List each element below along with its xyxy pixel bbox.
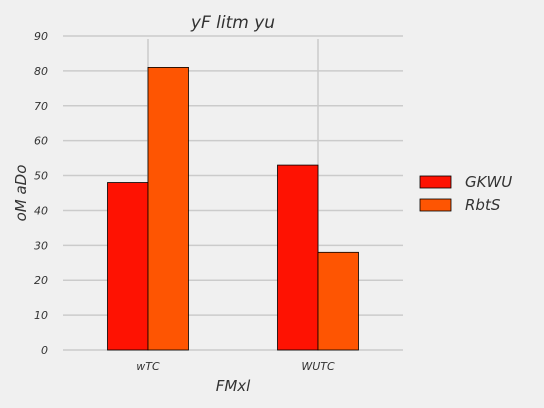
legend-label: GKWU xyxy=(465,173,512,191)
bar-RbtS-wTC xyxy=(147,67,189,351)
legend: GKWU RbtS xyxy=(419,173,512,214)
x-tick-label: WUTC xyxy=(301,360,335,373)
y-tick-label: 70 xyxy=(34,100,48,113)
bars xyxy=(107,67,359,351)
y-tick-label: 10 xyxy=(34,309,48,322)
y-tick-label: 0 xyxy=(41,344,48,357)
y-tick-label: 20 xyxy=(34,274,48,287)
y-tick-label: 90 xyxy=(34,30,48,43)
x-tick-label: wTC xyxy=(136,360,160,373)
y-tick-label: 60 xyxy=(34,135,48,148)
legend-label: RbtS xyxy=(465,196,501,214)
y-tick-label: 40 xyxy=(34,204,48,217)
chart-title: yF litm yu xyxy=(190,13,275,33)
bar-GKWU-WUTC xyxy=(277,164,319,351)
y-tick-label: 80 xyxy=(34,65,48,78)
y-axis-ticks: 0 10 20 30 40 50 60 70 80 90 xyxy=(34,30,48,357)
legend-swatch xyxy=(419,175,452,189)
y-tick-label: 30 xyxy=(34,239,48,252)
y-tick-label: 50 xyxy=(34,170,48,183)
x-axis-ticks: wTC WUTC xyxy=(136,360,335,373)
legend-swatch xyxy=(419,198,452,212)
bar-RbtS-WUTC xyxy=(317,251,359,351)
bar-GKWU-wTC xyxy=(107,182,149,351)
y-axis-label: oM aDo xyxy=(12,165,30,222)
x-axis-label: FMxl xyxy=(216,377,251,395)
